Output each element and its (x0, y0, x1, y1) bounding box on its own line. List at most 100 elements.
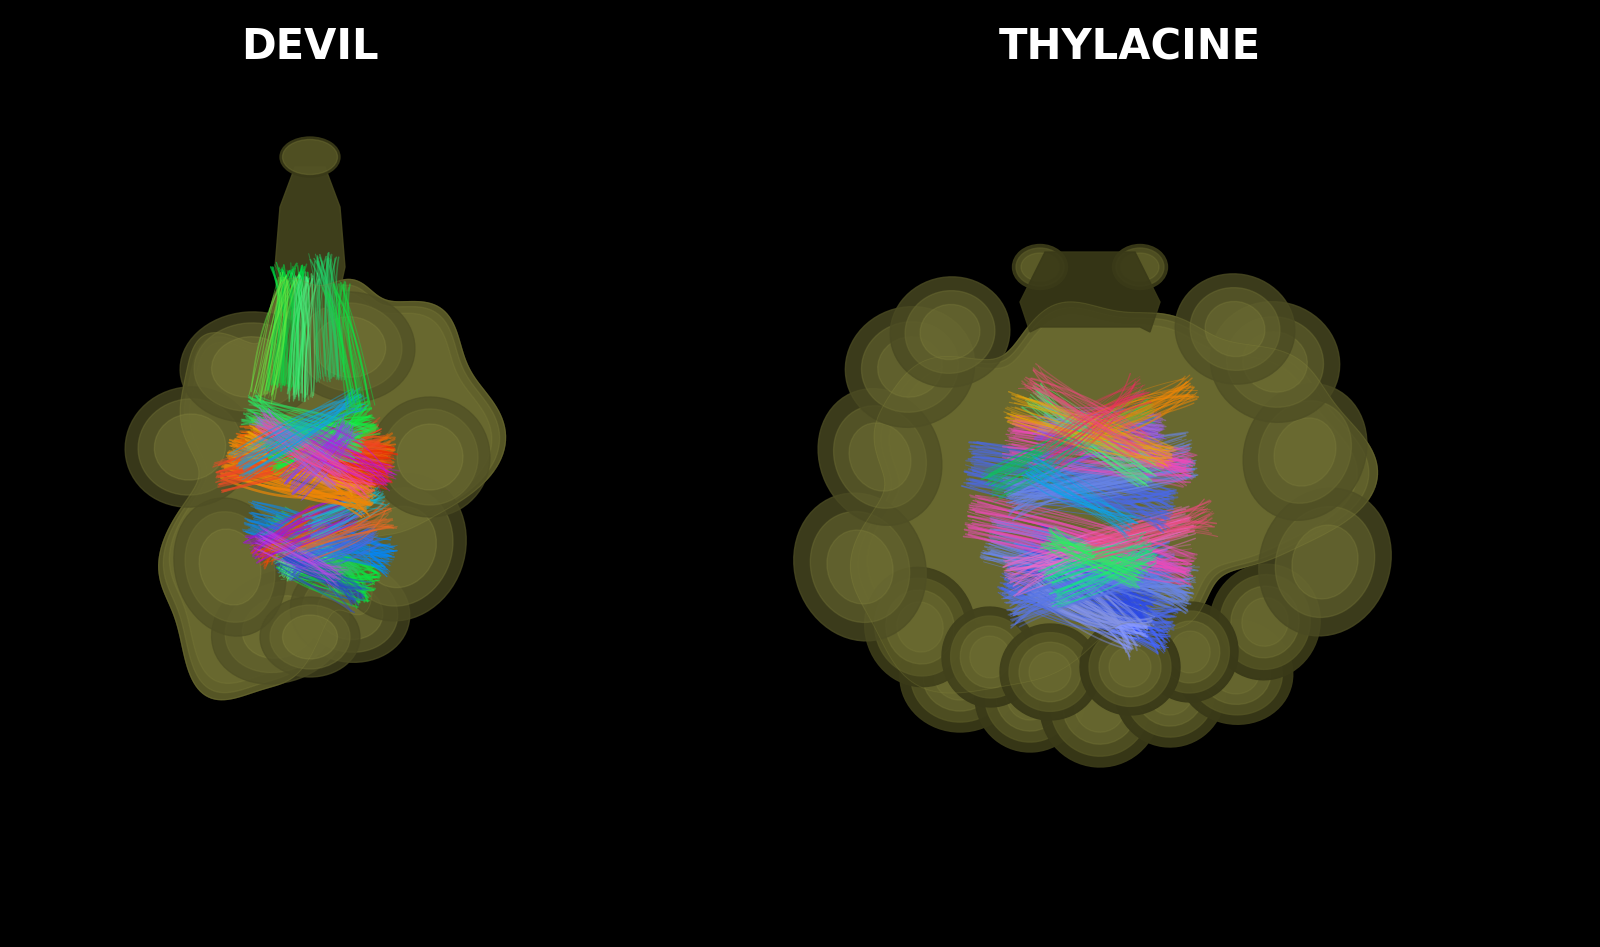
Ellipse shape (259, 597, 360, 677)
Ellipse shape (174, 498, 286, 636)
Ellipse shape (1170, 631, 1210, 673)
Ellipse shape (850, 423, 910, 491)
Ellipse shape (834, 405, 926, 509)
Ellipse shape (317, 584, 382, 639)
Ellipse shape (1029, 652, 1070, 692)
Ellipse shape (1210, 302, 1339, 422)
Ellipse shape (827, 530, 893, 604)
Ellipse shape (1075, 682, 1125, 732)
Ellipse shape (211, 337, 288, 398)
Ellipse shape (363, 507, 437, 588)
Ellipse shape (970, 636, 1010, 678)
Ellipse shape (186, 511, 275, 622)
Ellipse shape (1013, 244, 1067, 290)
Ellipse shape (1211, 650, 1259, 694)
Ellipse shape (1147, 669, 1194, 715)
Ellipse shape (283, 615, 338, 659)
Ellipse shape (1109, 647, 1150, 688)
Ellipse shape (896, 602, 944, 652)
Ellipse shape (818, 388, 942, 526)
Ellipse shape (1021, 253, 1059, 281)
Ellipse shape (899, 622, 1021, 732)
Ellipse shape (1230, 586, 1299, 658)
Ellipse shape (942, 607, 1038, 707)
Ellipse shape (198, 529, 261, 605)
Polygon shape (858, 308, 1370, 687)
Ellipse shape (1243, 384, 1366, 520)
Ellipse shape (1117, 248, 1165, 286)
Ellipse shape (1243, 331, 1307, 392)
Ellipse shape (910, 632, 1010, 723)
Ellipse shape (242, 596, 318, 658)
Ellipse shape (181, 312, 320, 422)
Ellipse shape (810, 511, 910, 622)
Polygon shape (851, 302, 1378, 693)
Ellipse shape (906, 291, 995, 373)
Ellipse shape (1150, 611, 1229, 693)
Ellipse shape (1142, 602, 1238, 702)
Ellipse shape (1040, 647, 1160, 767)
Ellipse shape (1178, 619, 1293, 724)
Polygon shape (158, 278, 506, 700)
Ellipse shape (1160, 621, 1219, 683)
Ellipse shape (845, 307, 974, 427)
Polygon shape (1021, 252, 1160, 332)
Ellipse shape (138, 399, 242, 495)
Ellipse shape (1010, 633, 1091, 711)
Ellipse shape (290, 562, 410, 662)
Ellipse shape (283, 139, 338, 174)
Ellipse shape (397, 424, 462, 490)
Polygon shape (158, 278, 506, 700)
Ellipse shape (1291, 525, 1358, 599)
Ellipse shape (1099, 637, 1162, 697)
Ellipse shape (1219, 575, 1310, 670)
Ellipse shape (211, 570, 349, 684)
Ellipse shape (382, 409, 478, 505)
Ellipse shape (1190, 288, 1280, 370)
Ellipse shape (923, 643, 997, 711)
Polygon shape (163, 284, 499, 692)
Ellipse shape (1274, 418, 1336, 486)
Ellipse shape (986, 652, 1075, 742)
Ellipse shape (960, 626, 1019, 688)
Ellipse shape (1259, 401, 1352, 503)
Ellipse shape (886, 590, 954, 664)
Ellipse shape (1080, 619, 1179, 715)
Ellipse shape (1115, 637, 1226, 747)
Ellipse shape (370, 397, 490, 517)
Ellipse shape (1016, 248, 1064, 286)
Ellipse shape (861, 322, 958, 412)
Ellipse shape (875, 578, 965, 676)
Ellipse shape (974, 642, 1085, 752)
Ellipse shape (1125, 647, 1214, 737)
Ellipse shape (1205, 301, 1266, 357)
Ellipse shape (934, 653, 986, 700)
Ellipse shape (878, 337, 942, 397)
Ellipse shape (864, 567, 976, 687)
Ellipse shape (1187, 629, 1282, 715)
Ellipse shape (1051, 658, 1149, 757)
Ellipse shape (1006, 674, 1053, 720)
Ellipse shape (794, 493, 926, 641)
Ellipse shape (125, 386, 254, 508)
Ellipse shape (298, 303, 402, 391)
Ellipse shape (285, 292, 414, 402)
Ellipse shape (1122, 253, 1158, 281)
Ellipse shape (995, 663, 1064, 731)
Ellipse shape (1000, 624, 1099, 720)
Ellipse shape (1275, 507, 1374, 617)
Polygon shape (851, 302, 1378, 693)
Polygon shape (851, 302, 1378, 693)
Ellipse shape (1062, 670, 1138, 744)
Ellipse shape (1227, 316, 1323, 407)
Ellipse shape (1242, 598, 1288, 646)
Polygon shape (158, 278, 506, 700)
Ellipse shape (226, 581, 334, 672)
Ellipse shape (270, 605, 350, 669)
Ellipse shape (950, 616, 1029, 698)
Ellipse shape (1198, 639, 1270, 705)
Ellipse shape (1019, 642, 1082, 702)
Text: THYLACINE: THYLACINE (998, 26, 1261, 68)
Ellipse shape (154, 414, 226, 480)
Polygon shape (867, 315, 1357, 679)
